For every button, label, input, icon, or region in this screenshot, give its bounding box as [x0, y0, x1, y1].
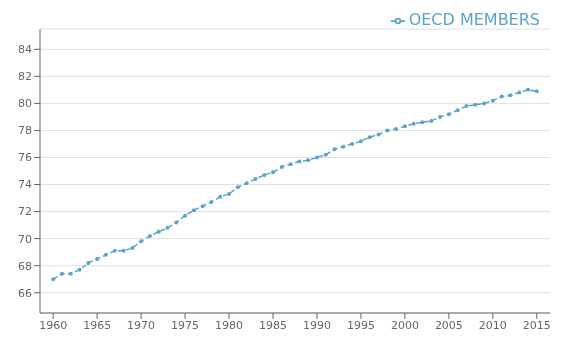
- svg-text:74: 74: [18, 178, 32, 191]
- svg-text:2010: 2010: [479, 319, 507, 332]
- svg-text:1970: 1970: [127, 319, 155, 332]
- svg-text:1980: 1980: [215, 319, 243, 332]
- svg-text:72: 72: [18, 205, 32, 218]
- html-text:OECD MEMBERS: OECD MEMBERS: [408, 10, 540, 29]
- svg-text:84: 84: [18, 43, 32, 56]
- svg-text:2005: 2005: [435, 319, 463, 332]
- svg-text:66: 66: [18, 287, 32, 300]
- svg-text:2015: 2015: [523, 319, 551, 332]
- svg-text:1965: 1965: [83, 319, 111, 332]
- svg-text:80: 80: [18, 97, 32, 110]
- svg-text:1995: 1995: [347, 319, 375, 332]
- svg-text:1975: 1975: [171, 319, 199, 332]
- svg-text:70: 70: [18, 233, 32, 246]
- svg-text:68: 68: [18, 260, 32, 273]
- svg-text:76: 76: [18, 151, 32, 164]
- svg-text:82: 82: [18, 70, 32, 83]
- svg-text:1985: 1985: [259, 319, 287, 332]
- svg-text:1990: 1990: [303, 319, 331, 332]
- svg-text:2000: 2000: [391, 319, 419, 332]
- svg-text:1960: 1960: [39, 319, 67, 332]
- svg-text:78: 78: [18, 124, 32, 137]
